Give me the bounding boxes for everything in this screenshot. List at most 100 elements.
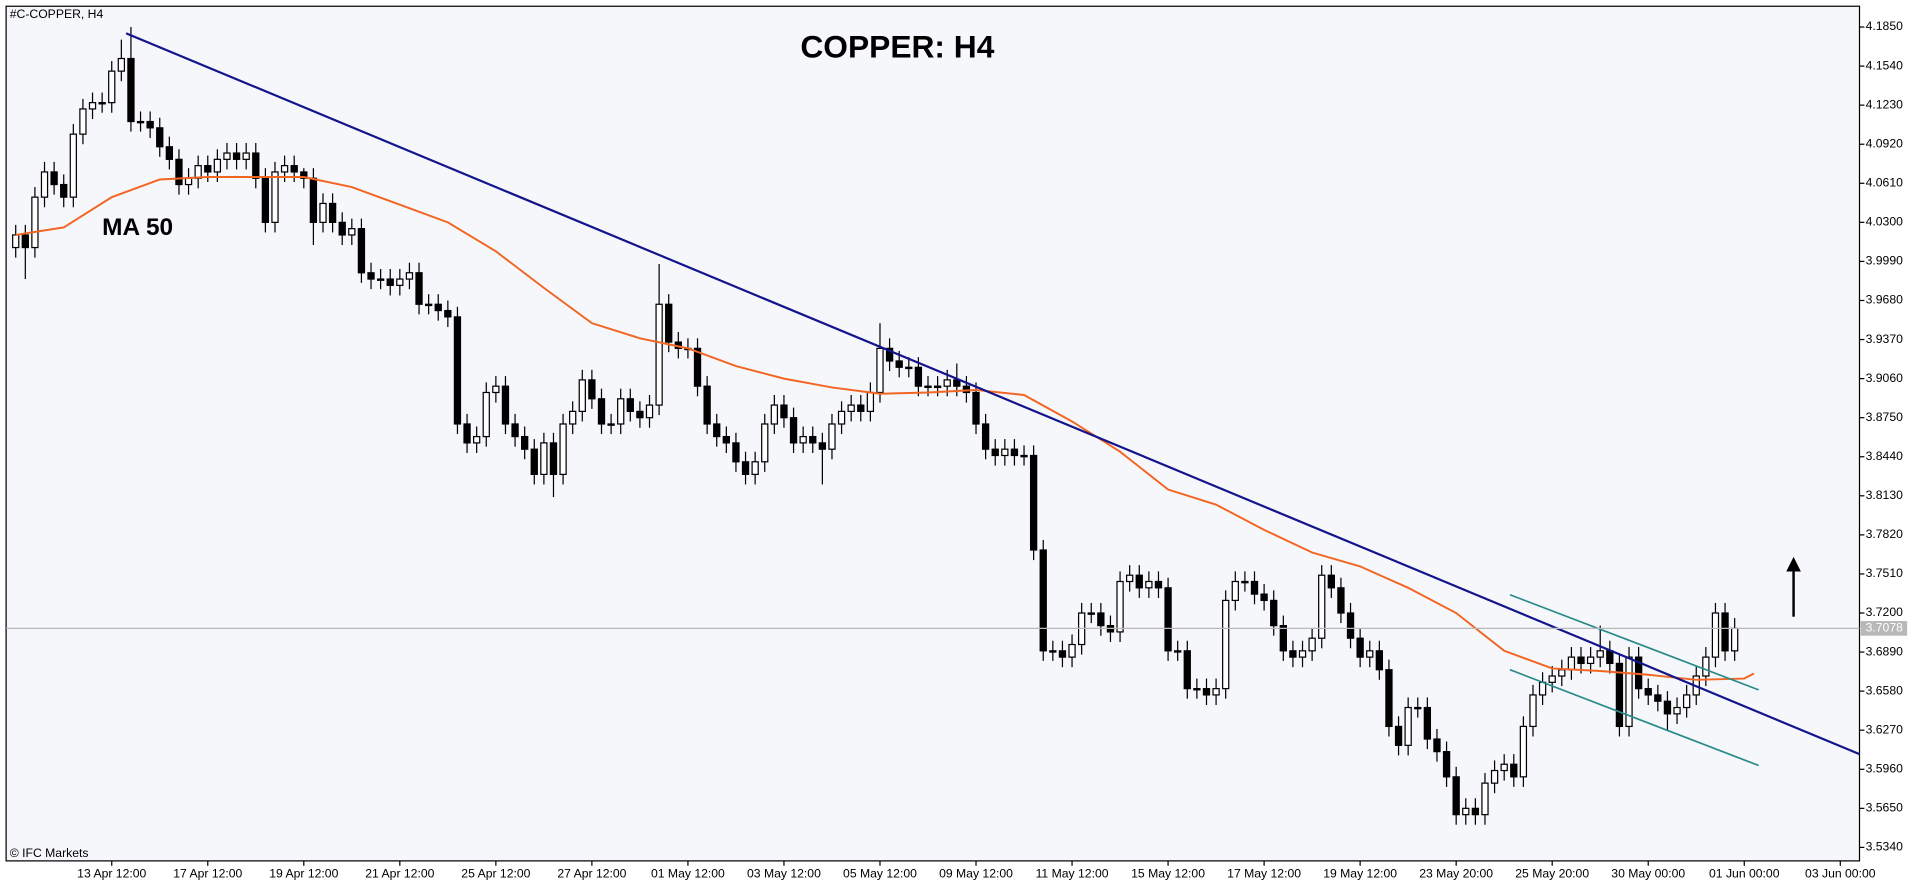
candle-body	[1625, 656, 1633, 728]
watermark: © IFC Markets	[10, 846, 89, 860]
x-tick-label: 19 May 12:00	[1323, 867, 1397, 881]
candle-body	[444, 309, 452, 318]
x-tick-label: 30 May 00:00	[1611, 867, 1685, 881]
candle-body	[1212, 688, 1220, 696]
candle-body	[280, 165, 289, 173]
candle-body	[809, 435, 817, 444]
candle-body	[569, 410, 577, 425]
y-tick-label: 3.8130	[1866, 488, 1903, 502]
y-tick-label: 4.1230	[1866, 97, 1903, 111]
candle-body	[722, 435, 730, 444]
y-tick-label: 3.5650	[1866, 801, 1903, 815]
candle-body	[386, 278, 394, 286]
candle-body	[108, 70, 116, 104]
candle-body	[1385, 669, 1393, 728]
candle-body	[1721, 612, 1729, 652]
candle-body	[655, 303, 663, 406]
candle-body	[194, 165, 202, 179]
candle-body	[98, 102, 106, 105]
candle-body	[117, 57, 126, 72]
candle-body	[1490, 769, 1499, 784]
arrow-head	[1786, 556, 1801, 572]
candle-body	[271, 171, 279, 223]
candle-body	[1663, 700, 1672, 715]
x-tick-label: 09 May 12:00	[939, 867, 1013, 881]
last-price-label: 3.7078	[1866, 621, 1903, 635]
candle-body	[1231, 580, 1239, 602]
candle-body	[924, 385, 932, 389]
annotation: MA 50	[102, 214, 173, 241]
x-tick-label: 17 Apr 12:00	[173, 867, 242, 881]
candle-body	[1404, 706, 1412, 746]
candle-body	[472, 435, 481, 444]
candle-body	[991, 448, 999, 457]
candle-body	[1615, 662, 1624, 728]
candle-body	[252, 152, 260, 179]
y-tick-label: 3.6270	[1866, 722, 1903, 736]
candle-body	[1279, 625, 1287, 652]
candle-body	[713, 423, 721, 438]
candle-body	[79, 108, 87, 135]
candle-body	[1442, 751, 1451, 778]
candle-body	[1356, 637, 1364, 658]
x-tick-label: 23 May 20:00	[1419, 867, 1493, 881]
candle-body	[1548, 675, 1556, 683]
candle-body	[1558, 669, 1566, 677]
candle-body	[732, 442, 740, 463]
y-tick-label: 3.9370	[1866, 332, 1903, 346]
candle-body	[156, 127, 164, 148]
overlay-line	[15, 176, 1755, 681]
candle-body	[367, 272, 375, 280]
candle-body	[905, 366, 913, 370]
candle-body	[1577, 656, 1585, 665]
candle-body	[1289, 650, 1297, 658]
y-tick-label: 4.0300	[1866, 215, 1903, 229]
candle-body	[1116, 580, 1124, 633]
candle-body	[751, 461, 759, 476]
candle-body	[540, 442, 548, 476]
candle-body	[1644, 688, 1652, 696]
overlay-line	[1509, 668, 1759, 767]
candle-body	[396, 278, 404, 286]
candle-body	[636, 410, 644, 419]
x-tick-label: 03 May 12:00	[747, 867, 821, 881]
y-tick-label: 3.7200	[1866, 605, 1903, 619]
candle-body	[146, 120, 154, 129]
candle-body	[981, 423, 990, 450]
candle-body	[645, 404, 654, 419]
candle-body	[1068, 643, 1076, 658]
candle-body	[1375, 650, 1384, 671]
candle-body	[789, 417, 798, 444]
candle-body	[300, 171, 308, 179]
candle-body	[1337, 587, 1345, 614]
candle-body	[69, 133, 77, 198]
candle-body	[1087, 612, 1095, 615]
candle-body	[12, 234, 20, 249]
last-price-box	[1860, 621, 1908, 636]
candle-body	[1260, 593, 1268, 602]
candle-body	[165, 146, 174, 160]
y-tick-label: 3.9060	[1866, 371, 1903, 385]
candle-body	[1471, 807, 1480, 816]
y-tick-label: 3.9680	[1866, 293, 1903, 307]
candle-body	[828, 423, 836, 450]
candle-body	[876, 347, 884, 394]
candle-body	[88, 102, 97, 110]
candle-body	[578, 379, 586, 412]
candle-body	[866, 391, 875, 412]
candle-body	[328, 202, 337, 223]
chart-title: COPPER: H4	[800, 28, 994, 64]
candle-body	[261, 177, 270, 223]
candle-body	[424, 303, 433, 307]
candle-body	[1346, 612, 1355, 639]
candle-body	[933, 385, 942, 389]
candle-body	[1596, 650, 1604, 658]
candle-body	[357, 228, 366, 274]
y-tick-label: 3.7820	[1866, 527, 1903, 541]
candle-body	[1529, 694, 1537, 728]
candle-body	[895, 360, 903, 368]
candle-body	[1510, 763, 1518, 778]
candle-body	[136, 120, 145, 124]
candle-body	[232, 152, 241, 160]
